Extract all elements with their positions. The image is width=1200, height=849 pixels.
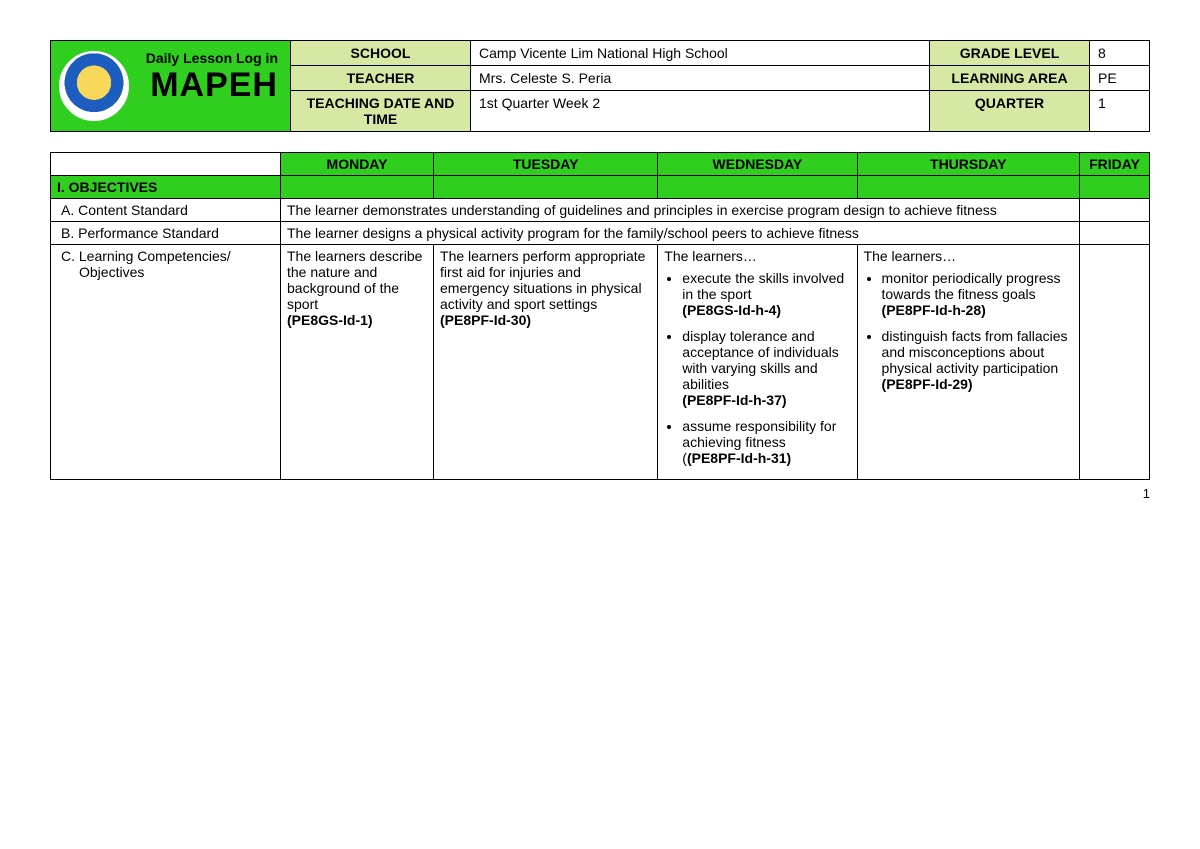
value-school: Camp Vicente Lim National High School (471, 41, 930, 66)
label-school: SCHOOL (291, 41, 471, 66)
lc-tuesday-intro: The learners perform appropriate first a… (440, 248, 645, 312)
label-learning-area: LEARNING AREA (930, 66, 1090, 91)
performance-standard-label: B. Performance Standard (51, 222, 281, 245)
list-item: distinguish facts from fallacies and mis… (882, 328, 1073, 392)
lc-tuesday: The learners perform appropriate first a… (434, 245, 658, 480)
lc-thursday: The learners… monitor periodically progr… (857, 245, 1079, 480)
content-standard-label: A. Content Standard (51, 199, 281, 222)
list-item: assume responsibility for achieving fitn… (682, 418, 850, 466)
list-item: execute the skills involved in the sport… (682, 270, 850, 318)
value-teacher: Mrs. Celeste S. Peria (471, 66, 930, 91)
lc-monday-code: (PE8GS-Id-1) (287, 312, 373, 328)
day-wednesday: WEDNESDAY (658, 153, 857, 176)
list-item: display tolerance and acceptance of indi… (682, 328, 850, 408)
title-big: MAPEH (139, 66, 278, 105)
learning-competencies-label: C. Learning Competencies/ Objectives (51, 245, 281, 480)
lc-monday-intro: The learners describe the nature and bac… (287, 248, 422, 312)
label-grade-level: GRADE LEVEL (930, 41, 1090, 66)
lc-friday (1080, 245, 1150, 480)
label-teaching-date: TEACHING DATE AND TIME (291, 91, 471, 132)
label-teacher: TEACHER (291, 66, 471, 91)
value-grade-level: 8 (1090, 41, 1150, 66)
value-teaching-date: 1st Quarter Week 2 (471, 91, 930, 132)
content-standard-friday (1080, 199, 1150, 222)
title-top: Daily Lesson Log in (139, 51, 278, 66)
deped-logo-icon (59, 51, 129, 121)
learning-competencies-row: C. Learning Competencies/ Objectives The… (51, 245, 1150, 480)
objectives-title: I. OBJECTIVES (51, 176, 281, 199)
day-monday: MONDAY (281, 153, 434, 176)
performance-standard-friday (1080, 222, 1150, 245)
page-number: 1 (50, 486, 1150, 501)
lc-thursday-list: monitor periodically progress towards th… (882, 270, 1073, 392)
days-header-row: MONDAY TUESDAY WEDNESDAY THURSDAY FRIDAY (51, 153, 1150, 176)
lc-wednesday-intro: The learners… (664, 248, 757, 264)
label-quarter: QUARTER (930, 91, 1090, 132)
day-thursday: THURSDAY (857, 153, 1079, 176)
blank-header-cell (51, 153, 281, 176)
lc-wednesday-list: execute the skills involved in the sport… (682, 270, 850, 466)
lc-thursday-intro: The learners… (864, 248, 957, 264)
content-standard-text: The learner demonstrates understanding o… (281, 199, 1080, 222)
list-item: monitor periodically progress towards th… (882, 270, 1073, 318)
title-cell: Daily Lesson Log in MAPEH (51, 41, 291, 132)
value-quarter: 1 (1090, 91, 1150, 132)
value-learning-area: PE (1090, 66, 1150, 91)
objectives-section-row: I. OBJECTIVES (51, 176, 1150, 199)
lc-wednesday: The learners… execute the skills involve… (658, 245, 857, 480)
lesson-log-header: Daily Lesson Log in MAPEH SCHOOL Camp Vi… (50, 40, 1150, 132)
day-friday: FRIDAY (1080, 153, 1150, 176)
lesson-log-main: MONDAY TUESDAY WEDNESDAY THURSDAY FRIDAY… (50, 152, 1150, 480)
content-standard-row: A. Content Standard The learner demonstr… (51, 199, 1150, 222)
lc-monday: The learners describe the nature and bac… (281, 245, 434, 480)
lc-tuesday-code: (PE8PF-Id-30) (440, 312, 531, 328)
day-tuesday: TUESDAY (434, 153, 658, 176)
performance-standard-row: B. Performance Standard The learner desi… (51, 222, 1150, 245)
performance-standard-text: The learner designs a physical activity … (281, 222, 1080, 245)
